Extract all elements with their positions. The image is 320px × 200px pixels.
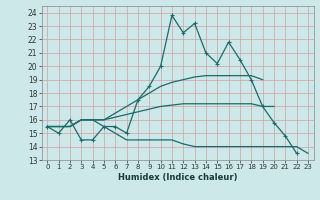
- X-axis label: Humidex (Indice chaleur): Humidex (Indice chaleur): [118, 173, 237, 182]
